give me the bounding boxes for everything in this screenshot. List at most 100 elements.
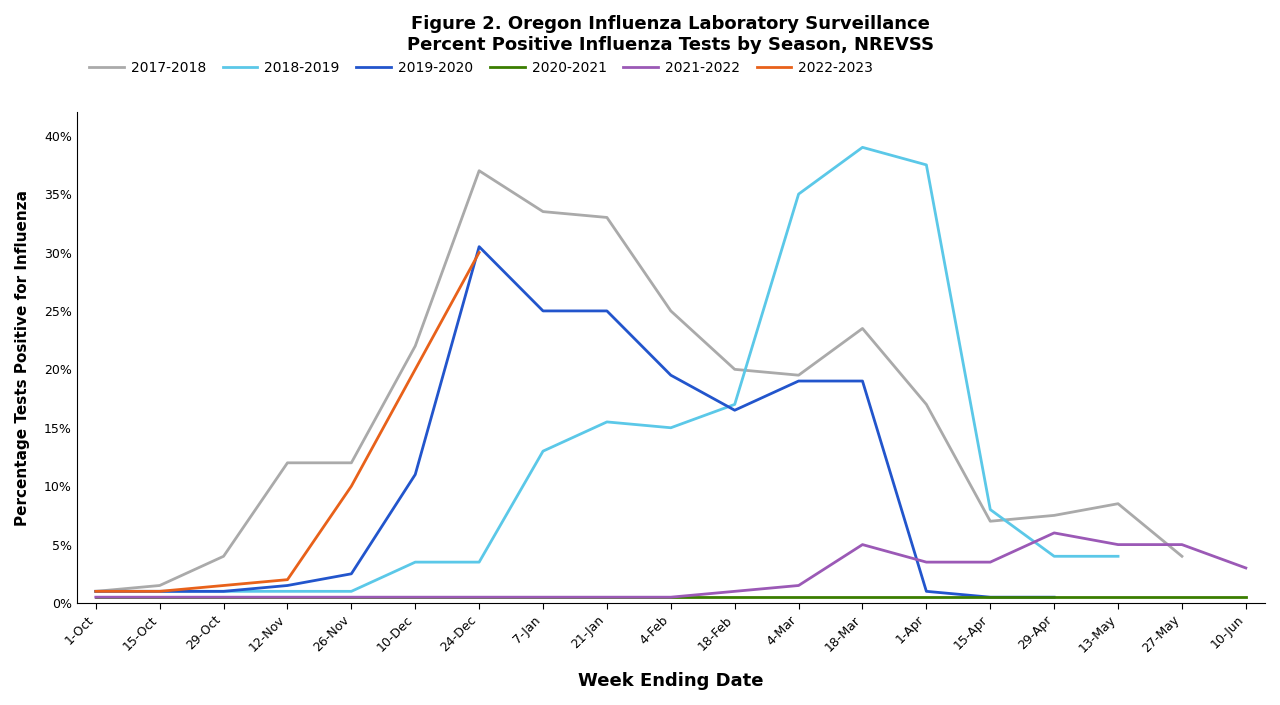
2017-2018	[407, 342, 422, 350]
2018-2019	[663, 424, 678, 432]
2021-2022	[663, 593, 678, 601]
2021-2022	[471, 593, 486, 601]
2020-2021	[663, 593, 678, 601]
2021-2022	[983, 558, 998, 566]
2020-2021	[855, 593, 870, 601]
2017-2018	[983, 517, 998, 525]
2017-2018	[1110, 499, 1125, 508]
2018-2019	[471, 558, 486, 566]
2019-2020	[407, 470, 422, 479]
Y-axis label: Percentage Tests Positive for Influenza: Percentage Tests Positive for Influenza	[15, 190, 29, 526]
2020-2021	[791, 593, 806, 601]
2022-2023	[88, 587, 104, 596]
2019-2020	[727, 406, 742, 415]
2017-2018	[216, 552, 232, 560]
2017-2018	[791, 371, 806, 379]
2021-2022	[1110, 540, 1125, 548]
2019-2020	[983, 593, 998, 601]
2020-2021	[471, 593, 486, 601]
2018-2019	[343, 587, 358, 596]
2021-2022	[855, 540, 870, 548]
2022-2023	[152, 587, 168, 596]
2018-2019	[727, 400, 742, 409]
2018-2019	[535, 447, 550, 455]
2017-2018	[535, 207, 550, 216]
2020-2021	[983, 593, 998, 601]
2018-2019	[983, 505, 998, 514]
2020-2021	[727, 593, 742, 601]
2019-2020	[663, 371, 678, 379]
2017-2018	[152, 581, 168, 589]
2017-2018	[1047, 511, 1062, 520]
2019-2020	[343, 570, 358, 578]
2019-2020	[599, 307, 614, 315]
2021-2022	[1047, 529, 1062, 537]
Line: 2021-2022: 2021-2022	[96, 533, 1245, 597]
2020-2021	[280, 593, 296, 601]
2021-2022	[216, 593, 232, 601]
2019-2020	[1047, 593, 1062, 601]
2019-2020	[88, 587, 104, 596]
2018-2019	[791, 190, 806, 198]
X-axis label: Week Ending Date: Week Ending Date	[579, 672, 764, 690]
2020-2021	[1174, 593, 1189, 601]
2021-2022	[1174, 540, 1189, 548]
2020-2021	[1110, 593, 1125, 601]
2021-2022	[343, 593, 358, 601]
2018-2019	[1110, 552, 1125, 560]
2019-2020	[791, 376, 806, 385]
2020-2021	[919, 593, 934, 601]
Legend: 2017-2018, 2018-2019, 2019-2020, 2020-2021, 2021-2022, 2022-2023: 2017-2018, 2018-2019, 2019-2020, 2020-20…	[83, 56, 878, 80]
2018-2019	[407, 558, 422, 566]
2019-2020	[471, 243, 486, 251]
2017-2018	[855, 324, 870, 333]
2020-2021	[535, 593, 550, 601]
2020-2021	[1238, 593, 1253, 601]
2017-2018	[471, 166, 486, 175]
2022-2023	[343, 482, 358, 491]
2020-2021	[152, 593, 168, 601]
2020-2021	[343, 593, 358, 601]
2020-2021	[216, 593, 232, 601]
2018-2019	[919, 161, 934, 169]
2018-2019	[1047, 552, 1062, 560]
2021-2022	[727, 587, 742, 596]
2019-2020	[535, 307, 550, 315]
Line: 2022-2023: 2022-2023	[96, 252, 479, 591]
2022-2023	[216, 581, 232, 589]
2021-2022	[535, 593, 550, 601]
2017-2018	[343, 458, 358, 467]
2019-2020	[919, 587, 934, 596]
2021-2022	[407, 593, 422, 601]
2017-2018	[1174, 552, 1189, 560]
2021-2022	[280, 593, 296, 601]
2018-2019	[280, 587, 296, 596]
2017-2018	[280, 458, 296, 467]
2021-2022	[599, 593, 614, 601]
2018-2019	[152, 587, 168, 596]
Line: 2017-2018: 2017-2018	[96, 171, 1181, 591]
2020-2021	[599, 593, 614, 601]
Line: 2019-2020: 2019-2020	[96, 247, 1055, 597]
2019-2020	[216, 587, 232, 596]
2018-2019	[855, 143, 870, 152]
2020-2021	[1047, 593, 1062, 601]
2022-2023	[471, 248, 486, 257]
2021-2022	[88, 593, 104, 601]
2019-2020	[152, 587, 168, 596]
2021-2022	[1238, 564, 1253, 572]
2021-2022	[152, 593, 168, 601]
2022-2023	[280, 575, 296, 584]
2021-2022	[791, 581, 806, 589]
2021-2022	[919, 558, 934, 566]
2017-2018	[663, 307, 678, 315]
2020-2021	[407, 593, 422, 601]
2018-2019	[599, 417, 614, 426]
2018-2019	[88, 587, 104, 596]
2017-2018	[88, 587, 104, 596]
2018-2019	[216, 587, 232, 596]
Title: Figure 2. Oregon Influenza Laboratory Surveillance
Percent Positive Influenza Te: Figure 2. Oregon Influenza Laboratory Su…	[407, 15, 934, 54]
2017-2018	[599, 213, 614, 221]
2020-2021	[88, 593, 104, 601]
2019-2020	[280, 581, 296, 589]
